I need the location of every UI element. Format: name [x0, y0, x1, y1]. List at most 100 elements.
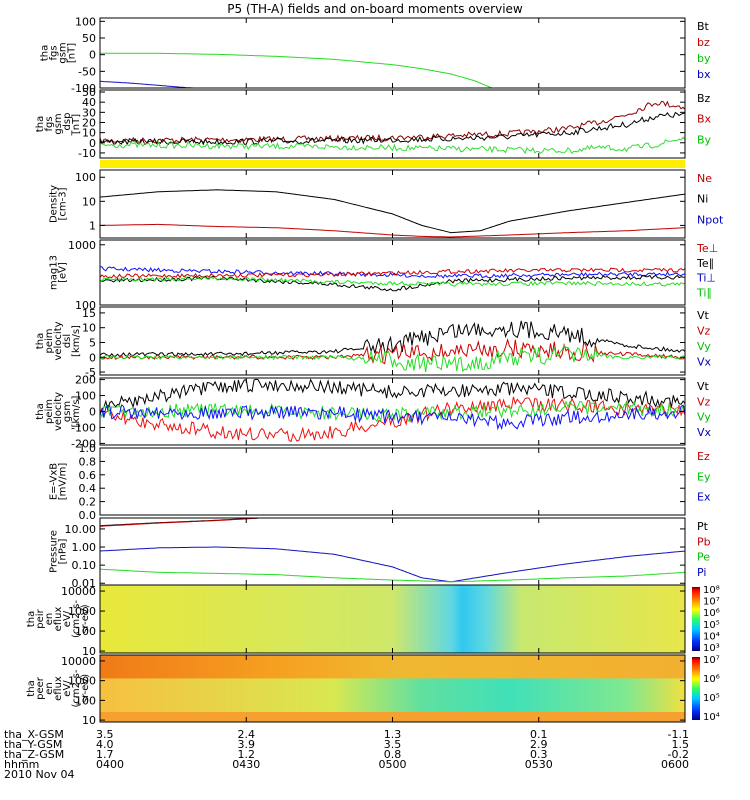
ytick-label: 100: [75, 171, 96, 184]
ytick-label: 100: [75, 299, 96, 312]
legend-Bt: Bt: [697, 20, 710, 33]
footer-value: 3.5: [96, 728, 114, 741]
colorbar-label: 10⁸: [703, 585, 720, 596]
panel-6: 1.00.80.60.40.20.0 E=-VxB[mV/m] Ez Ey Ex: [49, 442, 711, 522]
footer-value: 0.1: [530, 728, 548, 741]
footer-value: 0.3: [530, 748, 548, 761]
footer-value: 2.4: [238, 728, 256, 741]
footer-label-hhmm: hhmm: [4, 758, 39, 771]
ylabel: mag13[eV]: [49, 255, 69, 290]
ylabel-line: fgs: [49, 45, 60, 60]
footer-value: 1.3: [384, 728, 402, 741]
footer-value: -1.1: [668, 728, 689, 741]
ylabel: E=-VxB[mV/m]: [49, 463, 69, 501]
ytick-label: 1000: [68, 239, 96, 252]
ylabel-line: fgs: [44, 116, 55, 131]
ytick-label: -5: [85, 366, 96, 379]
colorbar: [692, 657, 700, 720]
chart-title: P5 (TH-A) fields and on-board moments ov…: [227, 2, 523, 16]
ylabel-line: tha: [26, 680, 37, 696]
legend-by: by: [697, 52, 711, 65]
footer-value: 0400: [96, 758, 124, 771]
legend-Vx: Vx: [697, 426, 712, 439]
panel-frame: [99, 517, 686, 586]
ylabel-line: [cm-3]: [58, 187, 69, 220]
ytick-label: 0: [89, 351, 96, 364]
electron-spectrogram-high: [100, 655, 685, 679]
ion-spectrogram: [100, 585, 685, 653]
series-Ni-2: [99, 189, 686, 234]
colorbar-label: 10³: [703, 643, 720, 654]
series-Bz-1: [99, 111, 686, 146]
footer-value: 2.9: [530, 738, 548, 751]
colorbar-label: 10⁵: [703, 693, 720, 704]
colorbar-label: 10⁶: [703, 674, 720, 685]
ytick-label: 10: [82, 322, 96, 335]
ytick-label: 0.2: [79, 496, 97, 509]
status-strip: [100, 160, 685, 168]
colorbar-label: 10⁷: [703, 655, 720, 666]
ytick-label: 50: [82, 32, 96, 45]
legend-Vt: Vt: [697, 309, 710, 322]
footer-value: 0600: [661, 758, 689, 771]
series-Te∥-3: [99, 274, 686, 292]
ytick-label: 15: [82, 307, 96, 320]
footer-value: 1.7: [96, 748, 114, 761]
ylabel-line: tha: [40, 45, 51, 61]
ylabel-line: (cm2-s-: [71, 669, 82, 707]
legend-Pt: Pt: [697, 520, 709, 533]
legend-Ti⊥: Ti⊥: [696, 272, 716, 285]
ylabel-line: tha: [35, 116, 46, 132]
series-Vy-5: [99, 400, 686, 423]
legend-Ne: Ne: [697, 172, 712, 185]
ytick-label: 40: [82, 96, 96, 109]
ylabel-line: [mV/m]: [58, 463, 69, 501]
ytick-label: 10: [82, 127, 96, 140]
ytick-label: 30: [82, 106, 96, 119]
footer-value: 1.5: [672, 738, 690, 751]
legend-Te∥: Te∥: [696, 257, 714, 270]
ytick-label: 100: [75, 390, 96, 403]
series-By-1: [99, 136, 686, 155]
ylabel-line: [nT]: [67, 43, 78, 63]
ylabel-line: en: [44, 682, 55, 695]
footer-value: -0.2: [668, 748, 689, 761]
ytick-label: 10000: [61, 655, 96, 668]
panel-2: 100 10 1 Density[cm-3] Ne Ni Npot: [49, 169, 724, 239]
ytick-label: 5: [89, 336, 96, 349]
footer-value: 0430: [232, 758, 260, 771]
ytick-label: 0.8: [79, 455, 97, 468]
ytick-label: 1000: [68, 675, 96, 688]
ytick-label: -50: [78, 65, 96, 78]
legend-Ey: Ey: [697, 470, 711, 483]
series-Te⊥-3: [99, 267, 686, 279]
ylabel-line: Density: [49, 185, 60, 223]
ylabel-line: en: [44, 613, 55, 626]
series-by-0: [100, 52, 493, 89]
legend-Vx: Vx: [697, 356, 712, 369]
legend-Pb: Pb: [697, 535, 711, 548]
panel-frame: [99, 17, 686, 89]
series-Vt-5: [99, 378, 686, 413]
ytick-label: 0.0: [79, 509, 97, 522]
legend-Vy: Vy: [697, 411, 711, 424]
ylabel-line: tha: [35, 403, 46, 419]
ytick-label: 20: [82, 116, 96, 129]
ytick-label: 50: [82, 86, 96, 99]
ytick-label: -100: [71, 82, 96, 95]
ylabel-line: peim: [44, 328, 55, 353]
ytick-label: 0: [89, 49, 96, 62]
legend-Ez: Ez: [697, 450, 710, 463]
ylabel-line: eflux: [53, 676, 64, 701]
ytick-label: 0.10: [72, 559, 97, 572]
